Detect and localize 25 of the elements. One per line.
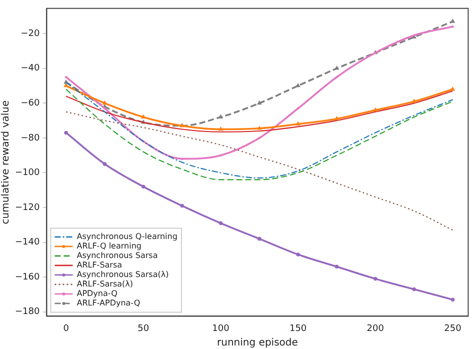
y-tick-label: −180	[14, 307, 40, 318]
y-tick-label: −80	[20, 133, 40, 144]
y-axis-title: cumulative reward value	[0, 100, 12, 224]
legend-label: ARLF-APDyna-Q	[76, 298, 140, 308]
x-tick-label: 0	[63, 324, 70, 334]
legend-label: ARLF-Sarsa(λ)	[76, 280, 134, 289]
y-tick-label: −160	[14, 272, 40, 282]
x-tick-label: 150	[289, 324, 307, 334]
legend-label: Asynchronous Sarsa(λ)	[76, 270, 169, 280]
legend-label: ARLF-Q learning	[76, 242, 142, 251]
y-tick-label: −60	[20, 98, 40, 109]
x-tick-label: 200	[366, 324, 384, 334]
x-tick-label: 50	[138, 324, 150, 334]
y-tick-label: −20	[20, 28, 40, 39]
legend-label: ARLF-Sarsa	[76, 260, 122, 270]
y-tick-label: −100	[14, 168, 40, 178]
y-tick-label: −120	[14, 202, 40, 213]
y-tick-label: −40	[20, 64, 40, 74]
legend-label: APDyna-Q	[76, 289, 118, 298]
x-tick-label: 100	[212, 324, 230, 334]
x-axis-title: running episode	[217, 338, 298, 349]
legend-label: Asynchronous Sarsa	[76, 251, 158, 260]
legend-label: Asynchronous Q-learning	[76, 232, 178, 242]
y-tick-label: −140	[14, 238, 40, 248]
x-tick-label: 250	[444, 324, 462, 334]
